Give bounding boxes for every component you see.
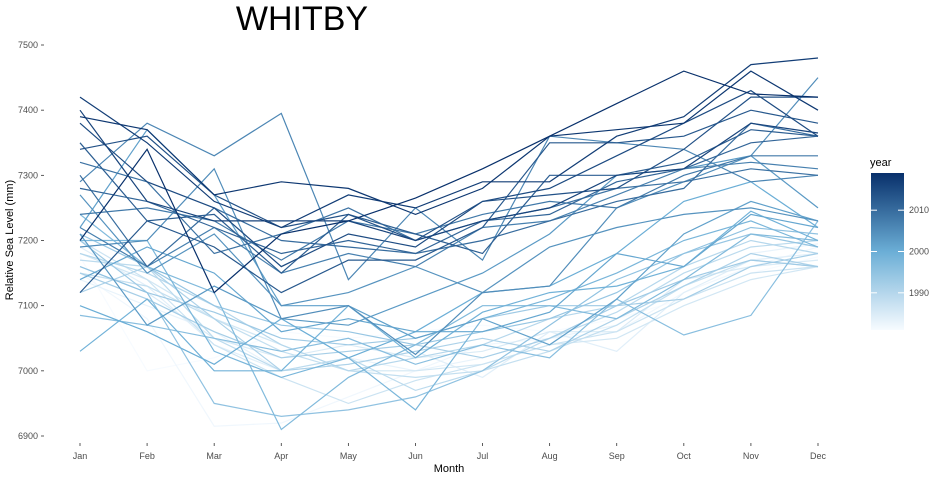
series-line-2019 xyxy=(79,70,819,294)
series-line-1986 xyxy=(79,252,819,372)
x-tick-label: Nov xyxy=(743,451,760,461)
legend-ticks: 1990 2000 2010 xyxy=(871,205,929,298)
chart-title: WHITBY xyxy=(236,0,368,38)
series-line-2011 xyxy=(79,135,819,255)
x-tick-label: Apr xyxy=(274,451,288,461)
y-tick-label: 7500 xyxy=(18,40,38,50)
series-line-2014 xyxy=(79,96,818,242)
x-tick-label: Feb xyxy=(139,451,155,461)
series-line-1995 xyxy=(79,226,819,418)
series-line-1991 xyxy=(79,252,819,372)
series-line-2009 xyxy=(79,161,819,255)
series-line-1994 xyxy=(79,233,819,346)
legend: year 1990 2000 2010 xyxy=(870,157,929,330)
series-line-1987 xyxy=(79,239,819,405)
series-line-1988 xyxy=(79,259,819,379)
series-line-2013 xyxy=(79,109,819,294)
series-line-2000 xyxy=(79,181,819,365)
series-lines xyxy=(79,57,819,431)
y-tick-label: 7000 xyxy=(18,366,38,376)
y-axis-title: Relative Sea Level (mm) xyxy=(4,180,16,300)
y-tick-label: 7100 xyxy=(18,301,38,311)
y-axis: 6900 7000 7100 7200 7300 7400 7500 xyxy=(18,40,44,441)
legend-tick-label: 2000 xyxy=(909,247,929,257)
legend-tick-label: 2010 xyxy=(909,205,929,215)
legend-tick-label: 1990 xyxy=(909,288,929,298)
series-line-1992 xyxy=(79,252,819,359)
x-tick-label: May xyxy=(340,451,358,461)
x-tick-label: Sep xyxy=(609,451,625,461)
series-line-1982 xyxy=(79,246,819,427)
x-tick-label: Oct xyxy=(677,451,692,461)
series-line-2016 xyxy=(79,109,819,242)
series-line-1997 xyxy=(79,213,819,431)
y-tick-label: 7300 xyxy=(18,170,38,180)
series-line-2017 xyxy=(79,57,819,229)
series-line-2007 xyxy=(79,161,819,274)
x-axis: Jan Feb Mar Apr May Jun Jul Aug Sep Oct Nov Dec xyxy=(73,443,827,461)
y-tick-label: 7400 xyxy=(18,105,38,115)
series-line-2004 xyxy=(79,194,819,307)
x-tick-label: Mar xyxy=(206,451,222,461)
legend-title: year xyxy=(870,157,892,169)
x-tick-label: Dec xyxy=(810,451,827,461)
series-line-1999 xyxy=(79,210,819,372)
series-line-2018 xyxy=(79,70,819,216)
x-tick-label: Jul xyxy=(477,451,489,461)
x-tick-label: Aug xyxy=(542,451,558,461)
series-line-2006 xyxy=(79,112,819,281)
x-tick-label: Jan xyxy=(73,451,88,461)
y-tick-label: 6900 xyxy=(18,431,38,441)
series-line-2015 xyxy=(79,89,819,268)
series-line-1998 xyxy=(80,220,819,411)
x-tick-label: Jun xyxy=(408,451,423,461)
series-line-2003 xyxy=(79,155,819,326)
series-line-1996 xyxy=(79,220,819,365)
y-tick-label: 7200 xyxy=(18,236,38,246)
x-axis-title: Month xyxy=(434,463,465,475)
